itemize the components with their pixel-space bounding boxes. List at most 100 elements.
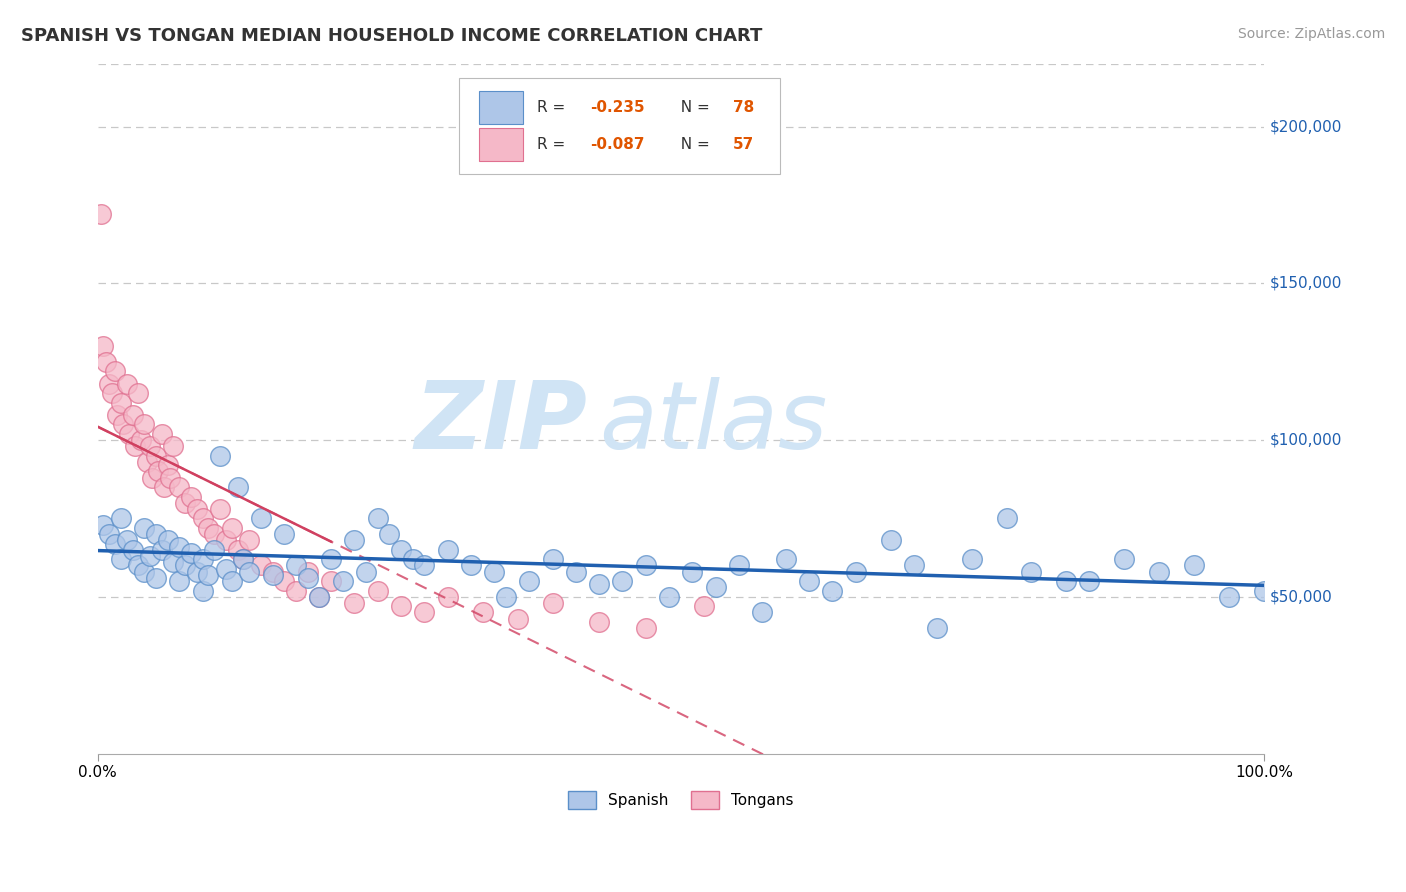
Point <box>343 596 366 610</box>
Point <box>110 511 132 525</box>
Point <box>319 574 342 589</box>
Point <box>238 533 260 548</box>
Point <box>1147 565 1170 579</box>
Point <box>121 542 143 557</box>
Point <box>436 542 458 557</box>
Point <box>129 433 152 447</box>
Point <box>215 561 238 575</box>
Point <box>401 552 423 566</box>
Point <box>634 558 657 573</box>
Point <box>174 496 197 510</box>
Point <box>495 590 517 604</box>
Point <box>150 542 173 557</box>
Point <box>308 590 330 604</box>
Point <box>112 417 135 432</box>
Point <box>226 542 249 557</box>
Point <box>202 527 225 541</box>
Point <box>169 540 191 554</box>
Point <box>127 558 149 573</box>
Point <box>541 596 564 610</box>
Point <box>751 606 773 620</box>
Point <box>460 558 482 573</box>
Point <box>127 386 149 401</box>
Point <box>209 502 232 516</box>
Bar <box>479 91 523 124</box>
Point <box>202 542 225 557</box>
Point <box>118 426 141 441</box>
Point <box>148 465 170 479</box>
Text: R =: R = <box>537 137 571 153</box>
Point <box>588 615 610 629</box>
Point <box>517 574 540 589</box>
Point <box>1054 574 1077 589</box>
Point <box>903 558 925 573</box>
Point <box>191 552 214 566</box>
Point <box>332 574 354 589</box>
Point <box>995 511 1018 525</box>
Point <box>93 517 115 532</box>
Point <box>232 552 254 566</box>
Point <box>704 581 727 595</box>
Point <box>1112 552 1135 566</box>
Text: $100,000: $100,000 <box>1270 433 1343 448</box>
Point <box>135 455 157 469</box>
Point <box>209 449 232 463</box>
Text: $50,000: $50,000 <box>1270 590 1333 604</box>
Point <box>634 621 657 635</box>
Point <box>174 558 197 573</box>
Text: SPANISH VS TONGAN MEDIAN HOUSEHOLD INCOME CORRELATION CHART: SPANISH VS TONGAN MEDIAN HOUSEHOLD INCOM… <box>21 27 762 45</box>
Point <box>156 458 179 473</box>
Point <box>115 533 138 548</box>
Point <box>221 574 243 589</box>
Point <box>221 521 243 535</box>
Point <box>797 574 820 589</box>
Point <box>145 449 167 463</box>
Point <box>93 339 115 353</box>
Point <box>612 574 634 589</box>
Point <box>262 567 284 582</box>
Point <box>343 533 366 548</box>
Point <box>124 439 146 453</box>
Point <box>215 533 238 548</box>
Point <box>159 471 181 485</box>
Point <box>180 546 202 560</box>
Point <box>197 567 219 582</box>
Point <box>186 565 208 579</box>
Point <box>134 565 156 579</box>
Text: N =: N = <box>672 100 716 115</box>
Point <box>389 542 412 557</box>
Point <box>1182 558 1205 573</box>
Text: $200,000: $200,000 <box>1270 120 1343 134</box>
Point <box>226 480 249 494</box>
Point <box>169 480 191 494</box>
Point <box>880 533 903 548</box>
Point <box>541 552 564 566</box>
Point <box>273 574 295 589</box>
Point <box>354 565 377 579</box>
Point <box>1218 590 1240 604</box>
Point <box>693 599 716 614</box>
Point <box>238 565 260 579</box>
Text: R =: R = <box>537 100 571 115</box>
Point <box>141 471 163 485</box>
Point <box>100 386 122 401</box>
Point <box>191 583 214 598</box>
Point <box>145 571 167 585</box>
Point <box>180 490 202 504</box>
Point <box>134 521 156 535</box>
Point <box>156 533 179 548</box>
Point <box>153 480 176 494</box>
Point <box>98 527 121 541</box>
Text: $150,000: $150,000 <box>1270 276 1343 291</box>
Point <box>775 552 797 566</box>
Text: N =: N = <box>672 137 716 153</box>
Point <box>169 574 191 589</box>
Point <box>273 527 295 541</box>
Text: -0.087: -0.087 <box>591 137 644 153</box>
Bar <box>479 128 523 161</box>
Point <box>728 558 751 573</box>
Point <box>107 408 129 422</box>
Point <box>565 565 588 579</box>
Point <box>367 583 389 598</box>
Point <box>162 439 184 453</box>
